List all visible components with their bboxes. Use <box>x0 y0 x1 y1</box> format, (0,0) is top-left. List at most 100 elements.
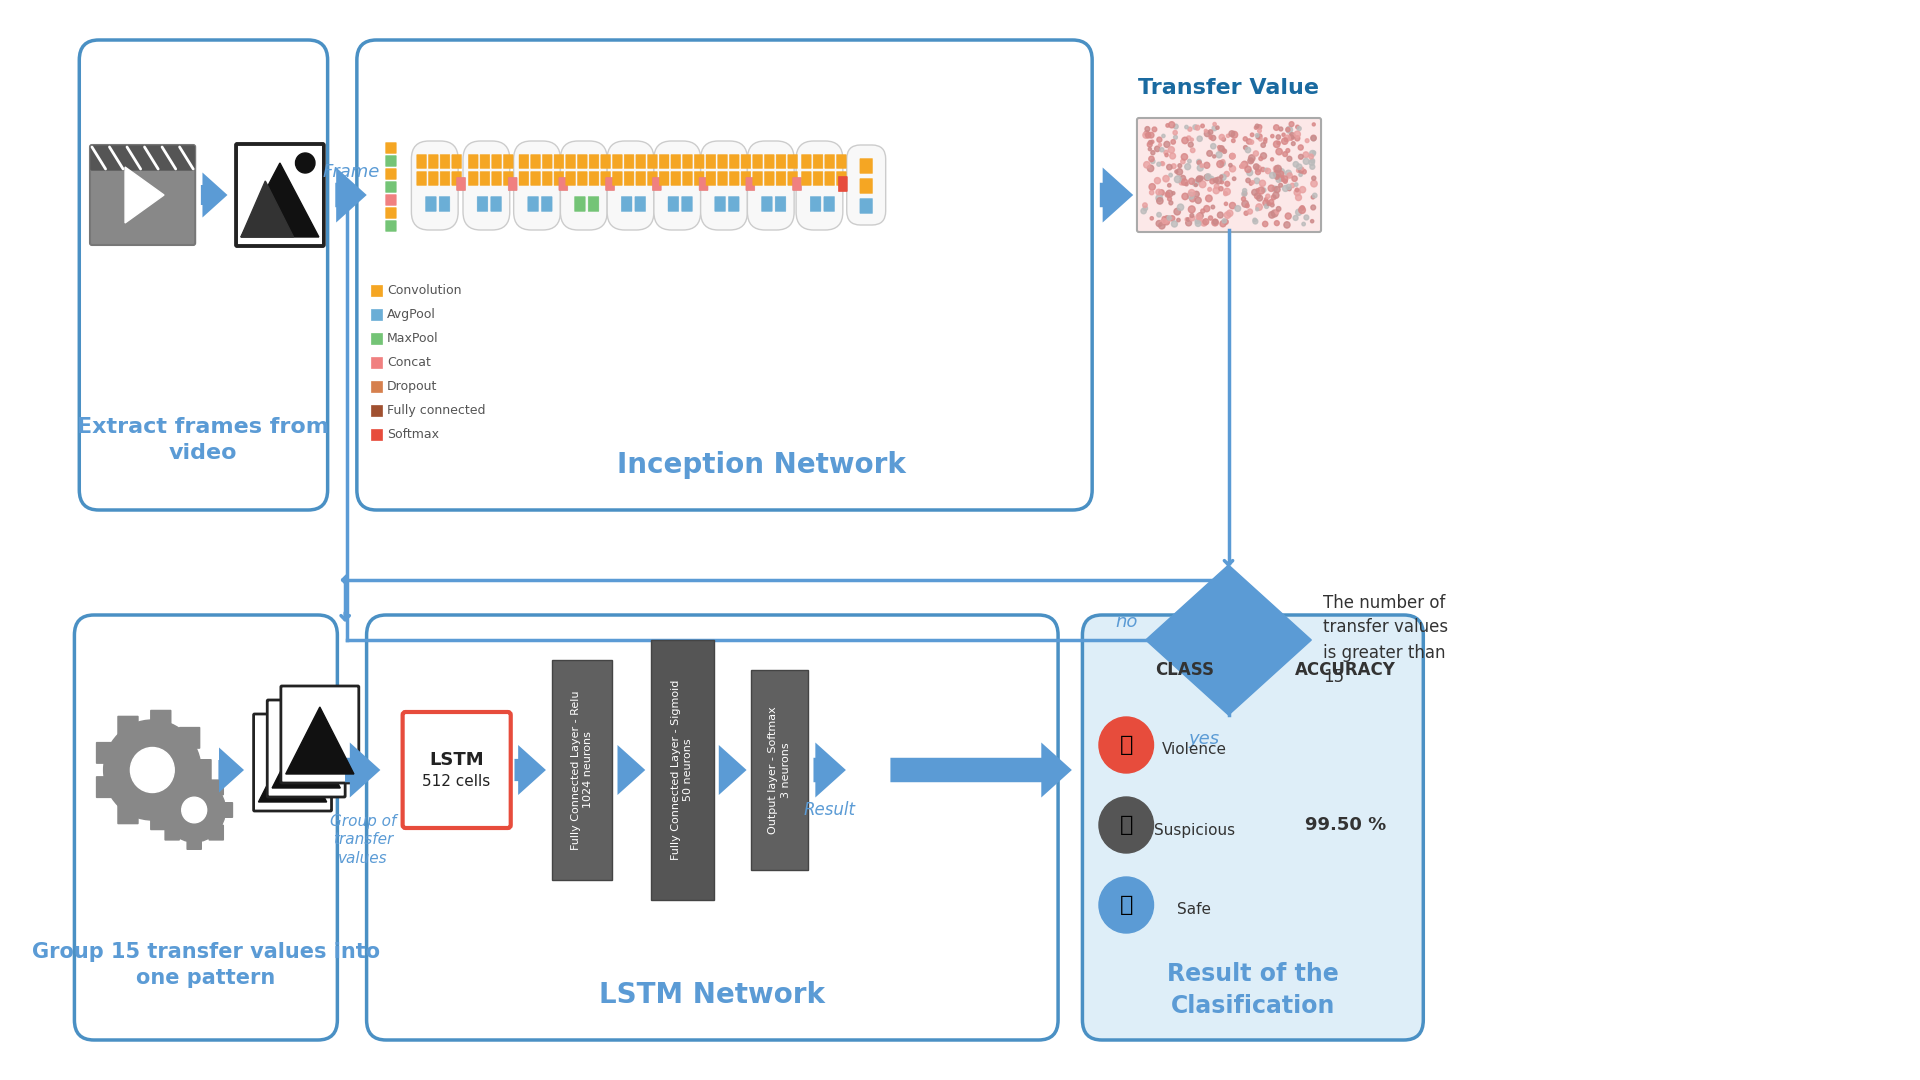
Text: CLASS: CLASS <box>1156 661 1213 679</box>
FancyBboxPatch shape <box>551 660 612 880</box>
Circle shape <box>1250 133 1254 136</box>
Circle shape <box>1302 222 1306 226</box>
FancyBboxPatch shape <box>776 154 785 168</box>
Circle shape <box>1187 136 1190 140</box>
Circle shape <box>1150 150 1156 154</box>
Text: Result of the
Clasification: Result of the Clasification <box>1167 962 1338 1017</box>
Circle shape <box>1235 205 1240 212</box>
Circle shape <box>1148 148 1152 151</box>
Circle shape <box>1173 135 1177 139</box>
Circle shape <box>1148 165 1154 172</box>
FancyBboxPatch shape <box>860 178 872 193</box>
FancyBboxPatch shape <box>179 727 200 748</box>
Circle shape <box>1150 190 1154 194</box>
Circle shape <box>1200 124 1204 127</box>
Circle shape <box>104 720 202 820</box>
FancyBboxPatch shape <box>386 220 396 231</box>
Circle shape <box>1208 150 1212 157</box>
Circle shape <box>1271 158 1273 161</box>
Circle shape <box>1275 187 1281 192</box>
Circle shape <box>1208 130 1213 135</box>
Circle shape <box>1188 189 1194 197</box>
FancyBboxPatch shape <box>1137 118 1321 232</box>
Circle shape <box>1154 146 1160 151</box>
Circle shape <box>1277 141 1281 145</box>
Text: LSTM: LSTM <box>428 751 484 769</box>
Circle shape <box>131 747 175 793</box>
Circle shape <box>1156 194 1162 201</box>
FancyBboxPatch shape <box>117 802 138 824</box>
Circle shape <box>1190 197 1196 202</box>
Circle shape <box>296 153 315 173</box>
FancyBboxPatch shape <box>707 154 716 168</box>
Circle shape <box>1250 140 1254 145</box>
Circle shape <box>1198 216 1202 221</box>
Circle shape <box>1263 200 1269 206</box>
FancyBboxPatch shape <box>747 177 755 190</box>
Circle shape <box>1169 173 1173 177</box>
Circle shape <box>1296 125 1300 129</box>
Circle shape <box>1148 157 1154 162</box>
Polygon shape <box>1146 565 1311 715</box>
FancyBboxPatch shape <box>718 154 728 168</box>
FancyBboxPatch shape <box>801 172 810 186</box>
Circle shape <box>1190 214 1194 217</box>
FancyBboxPatch shape <box>530 154 540 168</box>
FancyBboxPatch shape <box>776 197 785 212</box>
FancyBboxPatch shape <box>357 40 1092 510</box>
Circle shape <box>1198 161 1202 165</box>
FancyBboxPatch shape <box>96 777 117 798</box>
Text: 🛡: 🛡 <box>1119 895 1133 915</box>
FancyBboxPatch shape <box>578 154 588 168</box>
Circle shape <box>1219 175 1223 178</box>
Circle shape <box>1242 191 1246 195</box>
FancyBboxPatch shape <box>810 197 822 212</box>
Circle shape <box>1188 160 1190 163</box>
Circle shape <box>1213 122 1215 126</box>
Circle shape <box>1298 206 1306 214</box>
Circle shape <box>1309 154 1313 159</box>
Circle shape <box>1196 214 1202 219</box>
FancyBboxPatch shape <box>530 172 540 186</box>
Circle shape <box>1165 217 1171 221</box>
Circle shape <box>1283 186 1288 191</box>
Circle shape <box>1212 144 1215 149</box>
Circle shape <box>1294 162 1298 167</box>
Circle shape <box>1277 135 1281 139</box>
FancyBboxPatch shape <box>814 172 824 186</box>
Text: 99.50 %: 99.50 % <box>1306 816 1386 834</box>
Circle shape <box>1158 137 1162 143</box>
Circle shape <box>1286 149 1290 152</box>
FancyBboxPatch shape <box>589 154 599 168</box>
Circle shape <box>1269 173 1275 178</box>
Circle shape <box>1311 135 1317 140</box>
FancyBboxPatch shape <box>741 154 751 168</box>
Circle shape <box>1213 154 1215 158</box>
FancyBboxPatch shape <box>468 154 478 168</box>
Text: no: no <box>1116 613 1139 631</box>
Circle shape <box>1156 220 1162 227</box>
Circle shape <box>1158 144 1162 147</box>
Circle shape <box>1267 201 1269 204</box>
FancyBboxPatch shape <box>492 172 501 186</box>
Text: 🔫: 🔫 <box>1119 735 1133 755</box>
Circle shape <box>1229 202 1236 208</box>
Circle shape <box>1190 138 1194 141</box>
FancyBboxPatch shape <box>624 172 634 186</box>
Circle shape <box>1269 200 1273 204</box>
Circle shape <box>1171 164 1177 168</box>
FancyBboxPatch shape <box>1083 615 1423 1040</box>
Circle shape <box>1225 202 1227 205</box>
Circle shape <box>1248 158 1254 164</box>
Circle shape <box>1258 195 1263 201</box>
Circle shape <box>1254 126 1258 130</box>
Circle shape <box>1162 162 1165 165</box>
Circle shape <box>1187 218 1190 221</box>
Text: Suspicious: Suspicious <box>1154 823 1235 837</box>
Circle shape <box>1164 150 1167 154</box>
Circle shape <box>1242 191 1246 197</box>
Circle shape <box>1150 140 1154 144</box>
Circle shape <box>1210 136 1213 139</box>
Circle shape <box>1254 193 1260 199</box>
FancyBboxPatch shape <box>492 197 501 212</box>
